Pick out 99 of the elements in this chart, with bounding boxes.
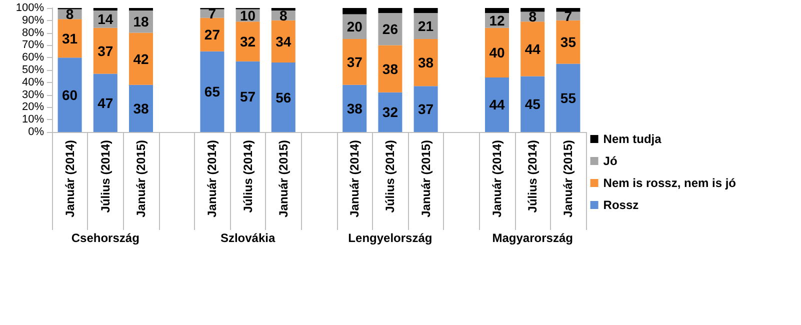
bar bbox=[93, 74, 118, 132]
legend-label: Rossz bbox=[603, 198, 639, 212]
bar bbox=[556, 8, 580, 12]
data-label: 57 bbox=[240, 88, 256, 105]
data-label: 47 bbox=[98, 94, 114, 111]
x-tick-label: Január (2014) bbox=[62, 140, 77, 218]
text: Csehország bbox=[71, 231, 140, 245]
data-label: 38 bbox=[133, 100, 149, 116]
bar bbox=[485, 77, 509, 132]
x-tick-label: Július (2014) bbox=[526, 140, 540, 213]
bar bbox=[556, 64, 580, 132]
bar bbox=[520, 22, 545, 76]
x-tick-label: Január (2014) bbox=[205, 140, 220, 218]
bar bbox=[556, 20, 580, 64]
data-label: 26 bbox=[382, 21, 398, 38]
text: Lengyelország bbox=[348, 231, 432, 245]
data-label: 35 bbox=[560, 34, 576, 50]
x-tick-label: Január (2014) bbox=[490, 140, 504, 218]
data-label: 37 bbox=[418, 101, 434, 118]
data-label: 34 bbox=[276, 33, 292, 50]
data-label: 8 bbox=[528, 8, 537, 25]
y-tick-label: 80% bbox=[22, 26, 44, 39]
y-tick-label: 40% bbox=[22, 76, 44, 88]
x-tick-label: Január (2015) bbox=[276, 140, 290, 218]
legend-label: Nem tudja bbox=[603, 132, 662, 146]
bar bbox=[129, 84, 153, 132]
bar bbox=[378, 45, 402, 92]
x-tick-label: Július (2014) bbox=[383, 140, 398, 213]
text: Szlovákia bbox=[220, 231, 276, 245]
bar bbox=[342, 39, 367, 85]
bar bbox=[414, 39, 438, 86]
data-label: 42 bbox=[133, 50, 149, 67]
bar bbox=[200, 51, 224, 132]
data-label: 38 bbox=[382, 60, 398, 77]
bar bbox=[271, 62, 296, 132]
data-label: 56 bbox=[276, 89, 292, 106]
y-tick-label: 100% bbox=[16, 2, 44, 14]
bar bbox=[58, 58, 82, 132]
legend-label: Nem is rossz, nem is jó bbox=[603, 176, 736, 190]
legend-label: Jó bbox=[603, 154, 618, 168]
bar bbox=[485, 28, 509, 78]
bar bbox=[556, 12, 580, 20]
y-tick-label: 10% bbox=[22, 114, 44, 126]
data-label: 37 bbox=[98, 42, 114, 59]
data-label: 14 bbox=[98, 11, 114, 28]
x-tick-label: Január (2015) bbox=[134, 140, 148, 218]
data-label: 21 bbox=[418, 18, 434, 34]
data-label: 37 bbox=[346, 54, 363, 70]
bar bbox=[236, 61, 260, 132]
x-tick-label: Január (2015) bbox=[561, 140, 576, 218]
bar bbox=[414, 86, 438, 132]
bar bbox=[520, 8, 545, 12]
bar bbox=[414, 8, 438, 13]
y-tick-label: 0% bbox=[28, 126, 44, 138]
data-label: 32 bbox=[240, 33, 256, 50]
y-tick-label: 60% bbox=[22, 52, 44, 64]
bar bbox=[342, 8, 367, 14]
data-label: 65 bbox=[204, 84, 220, 100]
y-tick-label: 50% bbox=[22, 64, 44, 76]
data-label: 45 bbox=[524, 96, 541, 112]
y-tick-label: 70% bbox=[22, 39, 44, 52]
x-tick-label: Július (2014) bbox=[240, 140, 255, 213]
data-label: 7 bbox=[564, 8, 572, 24]
data-label: 40 bbox=[489, 44, 505, 61]
data-label: 10 bbox=[240, 7, 256, 24]
data-label: 8 bbox=[66, 6, 74, 22]
data-label: 12 bbox=[489, 12, 505, 28]
data-label: 31 bbox=[62, 30, 78, 46]
y-tick-label: 20% bbox=[22, 101, 44, 114]
data-label: 55 bbox=[560, 90, 576, 106]
text: Magyarország bbox=[492, 231, 573, 245]
bar bbox=[378, 92, 402, 132]
bar bbox=[378, 8, 402, 13]
x-tick-label: Január (2015) bbox=[418, 140, 433, 218]
bar bbox=[271, 20, 296, 63]
data-label: 27 bbox=[204, 26, 220, 43]
data-label: 44 bbox=[489, 96, 505, 113]
y-tick-label: 30% bbox=[22, 88, 44, 101]
data-label: 32 bbox=[382, 104, 398, 120]
x-tick-label: Január (2014) bbox=[348, 140, 362, 218]
data-label: 8 bbox=[280, 7, 288, 24]
data-label: 38 bbox=[346, 100, 363, 116]
bar bbox=[236, 22, 260, 62]
data-label: 44 bbox=[524, 40, 541, 57]
bar bbox=[342, 84, 367, 132]
data-label: 18 bbox=[133, 14, 149, 30]
y-tick-label: 90% bbox=[22, 14, 44, 26]
bar bbox=[93, 28, 118, 74]
bar bbox=[200, 9, 224, 18]
bar bbox=[200, 18, 224, 52]
x-tick-label: Július (2014) bbox=[98, 140, 112, 213]
bar bbox=[129, 32, 153, 85]
bar bbox=[58, 19, 82, 58]
data-label: 38 bbox=[418, 54, 434, 71]
data-label: 7 bbox=[208, 6, 216, 22]
bar bbox=[520, 76, 545, 132]
bar bbox=[485, 8, 509, 13]
data-label: 20 bbox=[346, 18, 363, 35]
data-label: 60 bbox=[62, 86, 78, 103]
